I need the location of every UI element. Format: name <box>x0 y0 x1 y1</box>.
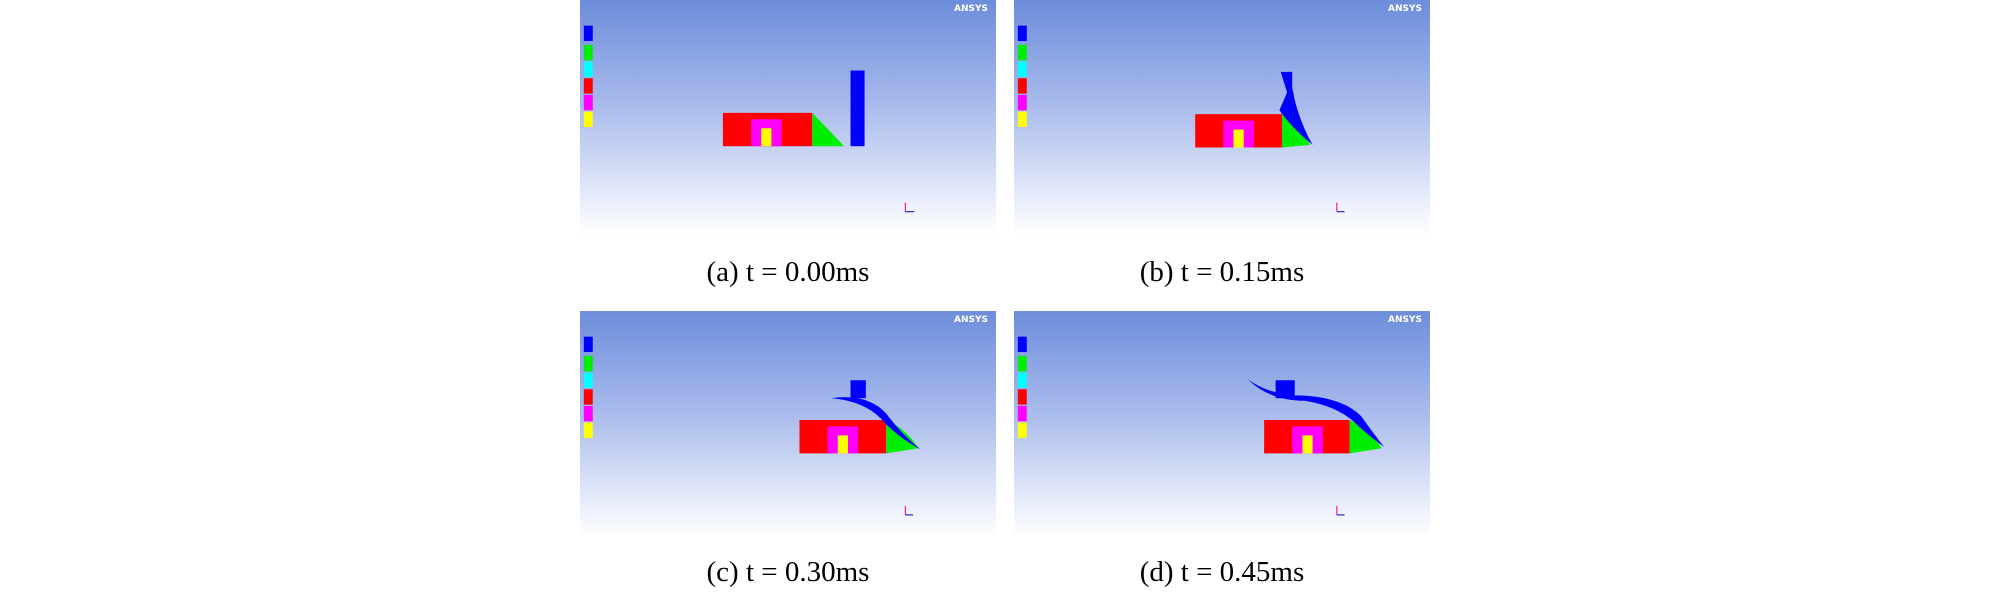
simulation-panel: ANSYS <box>580 311 996 538</box>
simulation-panel: ANSYS <box>1014 0 1430 236</box>
simulation-panel: ANSYS <box>1014 311 1430 538</box>
panel-drawing <box>583 336 921 516</box>
simulation-panel: ANSYS <box>580 0 996 236</box>
caption: (b) t = 0.15ms <box>1139 256 1305 288</box>
legend <box>583 336 593 438</box>
logo: ANSYS <box>954 315 988 325</box>
panel-drawing <box>1017 336 1385 516</box>
logo: ANSYS <box>1388 315 1422 325</box>
legend <box>1017 25 1027 127</box>
legend <box>583 25 593 127</box>
caption: (d) t = 0.45ms <box>1139 556 1305 588</box>
logo: ANSYS <box>954 4 988 14</box>
caption: (c) t = 0.30ms <box>706 556 870 588</box>
legend <box>1017 336 1027 438</box>
caption: (a) t = 0.00ms <box>706 256 870 288</box>
panel-drawing <box>1017 25 1345 213</box>
panel-drawing <box>583 25 915 213</box>
logo: ANSYS <box>1388 4 1422 14</box>
